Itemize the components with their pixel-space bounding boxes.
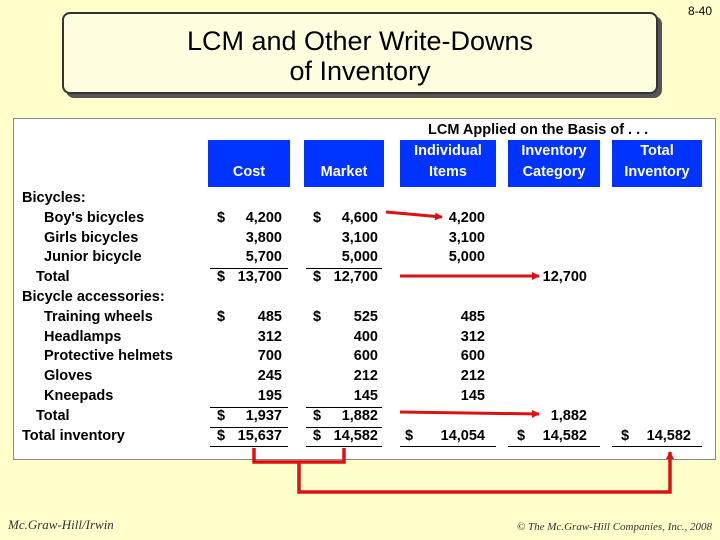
category-value: 14,582 [542,427,587,444]
title-line-1: LCM and Other Write-Downs [186,26,534,56]
individual-value: 14,054 [440,427,485,444]
row-label: Boy's bicycles [44,209,145,226]
cost-dollar-sign: $ [217,308,226,325]
individual-value: 145 [460,388,485,404]
footer-publisher: Mc.Graw-Hill/Irwin [8,517,114,532]
total-dollar-sign: $ [621,427,630,444]
header-market-label: Market [320,164,368,180]
market-value: 145 [353,388,378,404]
total-value: 14,582 [646,427,691,444]
header-total-line1: Total [640,143,674,159]
header-category-line2: Category [522,164,586,180]
row-label: Training wheels [44,308,153,325]
arrow-accessories-to-category [399,409,540,418]
cost-value: 4,200 [245,209,282,226]
arrow-boys-to-individual [385,210,443,221]
market-value: 12,700 [333,269,378,286]
individual-value: 485 [460,308,485,325]
rule-total-grand [612,446,702,448]
market-value: 14,582 [333,427,378,444]
row-label: Bicycle accessories: [22,289,165,305]
market-dollar-sign: $ [313,407,322,424]
rule-cost-acc [210,406,288,408]
market-dollar-sign: $ [313,269,322,286]
title-box: LCM and Other Write-Downs of Inventory [62,12,658,94]
row-label: Kneepads [44,388,114,404]
rule-market-acc [306,406,382,408]
cost-value: 700 [257,348,282,365]
cost-dollar-sign: $ [217,407,226,424]
rule-market-grand-top [306,426,382,428]
cost-value: 485 [257,308,282,325]
market-dollar-sign: $ [313,308,322,325]
header-individual-line2: Items [429,164,467,180]
individual-value: 600 [460,348,485,365]
cost-value: 312 [257,328,282,345]
individual-value: 5,000 [448,249,485,266]
header-category-line1: Inventory [521,143,587,159]
row-label: Total inventory [22,427,125,444]
rule-market-bikes [306,268,382,270]
slide-number: 8-40 [687,4,712,18]
rule-cost-grand-bottom [210,446,288,448]
lcm-heading: LCM Applied on the Basis of . . . [428,122,649,138]
individual-dollar-sign: $ [405,427,414,444]
header-total-line2: Inventory [624,164,690,180]
cost-value: 195 [257,388,282,404]
row-label: Total [36,407,70,424]
individual-value: 212 [460,368,485,385]
cost-value: 3,800 [245,229,282,246]
category-value: 12,700 [542,269,587,286]
cost-value: 245 [257,368,282,385]
market-dollar-sign: $ [313,209,322,226]
cost-value: 15,637 [237,427,282,444]
cost-dollar-sign: $ [217,209,226,226]
footer-copyright: © The Mc.Graw-Hill Companies, Inc., 2008 [516,521,712,533]
market-value: 600 [353,348,378,365]
rule-cost-bikes [210,268,288,270]
header-cost-label: Cost [232,164,266,180]
rule-individual-grand [400,446,496,448]
market-value: 400 [353,328,378,345]
category-value: 1,882 [550,407,587,424]
row-label: Bicycles: [22,190,86,206]
row-label: Gloves [44,368,93,385]
cost-dollar-sign: $ [217,269,226,286]
cost-value: 13,700 [237,269,282,286]
bracket-cost-market [252,448,670,494]
individual-value: 3,100 [448,229,485,246]
row-label: Headlamps [44,328,122,345]
header-inventory-category: Inventory Category [508,140,600,187]
header-individual-line1: Individual [414,143,482,159]
market-value: 4,600 [341,209,378,226]
row-label: Protective helmets [44,348,173,365]
title-line-2: of Inventory [289,56,431,86]
header-total-inventory: Total Inventory [612,140,702,187]
market-value: 1,882 [341,407,378,424]
cost-value: 5,700 [245,249,282,266]
rule-market-grand-bottom [306,446,382,448]
market-value: 525 [353,308,378,325]
rule-cost-grand-top [210,426,288,428]
row-label: Total [36,269,70,286]
header-cost: Cost [208,140,290,187]
cost-dollar-sign: $ [217,427,226,444]
category-dollar-sign: $ [517,427,526,444]
rule-category-grand [508,446,600,448]
cost-value: 1,937 [245,407,282,424]
market-value: 3,100 [341,229,378,246]
market-value: 212 [353,368,378,385]
row-label: Junior bicycle [44,249,142,266]
row-label: Girls bicycles [44,229,139,246]
individual-value: 4,200 [448,209,485,226]
market-dollar-sign: $ [313,427,322,444]
individual-value: 312 [460,328,485,345]
market-value: 5,000 [341,249,378,266]
header-individual-items: Individual Items [400,140,496,187]
header-market: Market [304,140,384,187]
